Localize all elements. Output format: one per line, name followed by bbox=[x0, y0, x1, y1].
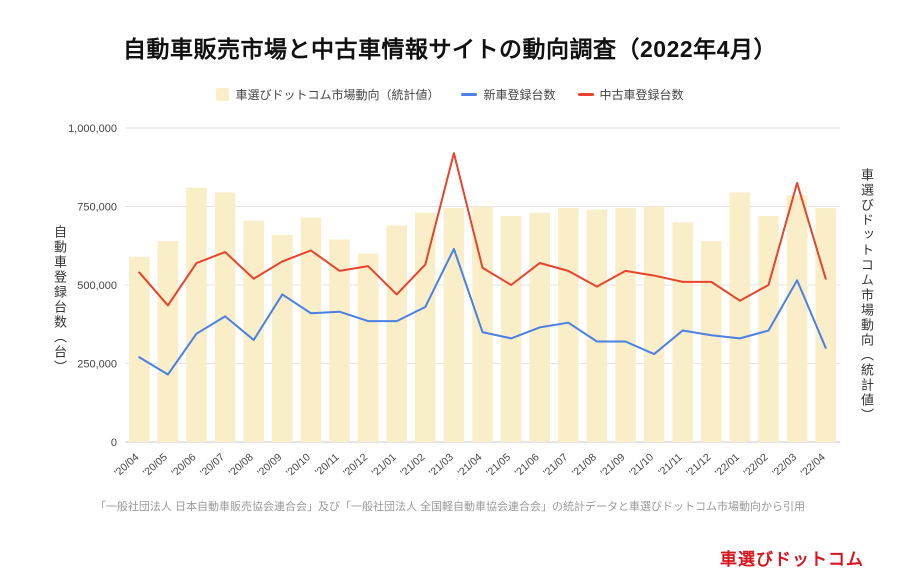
chart-area: 0 250,000 500,000 750,000 1,000,000'20/04'20… bbox=[65, 112, 865, 512]
bar bbox=[586, 209, 608, 442]
bar bbox=[558, 208, 579, 442]
bar bbox=[500, 215, 522, 442]
line-swatch-icon bbox=[577, 93, 594, 96]
x-tick-label: '20/12 bbox=[341, 451, 370, 479]
bar bbox=[386, 225, 407, 442]
x-tick-label: '20/08 bbox=[227, 451, 256, 479]
y-axis-title-left: 自動車登録台数（台） bbox=[52, 225, 67, 375]
x-tick-label: '21/11 bbox=[656, 451, 685, 478]
x-tick-label: '21/10 bbox=[627, 451, 656, 479]
y-tick-label: 250,000 bbox=[77, 359, 117, 371]
y-axis-title-right: 車選びドットコム市場動向（統計値） bbox=[859, 168, 874, 423]
legend-item-new-car: 新車登録台数 bbox=[461, 86, 556, 103]
x-tick-label: '22/01 bbox=[713, 451, 742, 479]
brand-logo: 車選びドットコム bbox=[720, 550, 864, 569]
bar bbox=[701, 241, 722, 442]
source-note: 「一般社団法人 日本自動車販売協会連合会」及び「一般社団法人 全国軽自動車協会連… bbox=[94, 501, 806, 513]
bar-series bbox=[129, 187, 836, 442]
bar bbox=[672, 222, 693, 442]
chart-legend: 車選びドットコム市場動向（統計値） 新車登録台数 中古車登録台数 bbox=[0, 86, 900, 103]
x-tick-label: '20/04 bbox=[112, 451, 141, 479]
bar bbox=[443, 208, 465, 442]
legend-item-market-trend: 車選びドットコム市場動向（統計値） bbox=[216, 86, 439, 103]
bar bbox=[729, 192, 751, 442]
legend-item-used-car: 中古車登録台数 bbox=[577, 86, 684, 103]
y-tick-label: 0 bbox=[111, 437, 117, 449]
bar bbox=[186, 187, 207, 442]
x-tick-label: '20/06 bbox=[169, 451, 198, 479]
bar bbox=[615, 208, 636, 442]
bar bbox=[243, 220, 264, 442]
x-tick-label: '20/09 bbox=[255, 451, 284, 479]
x-tick-label: '21/02 bbox=[398, 451, 427, 479]
bar bbox=[329, 239, 350, 442]
x-tick-label: '21/01 bbox=[370, 451, 399, 479]
x-tick-label: '22/03 bbox=[770, 451, 799, 479]
x-tick-label: '21/07 bbox=[541, 451, 570, 479]
bar bbox=[300, 217, 322, 442]
bar bbox=[643, 206, 665, 442]
y-tick-label: 500,000 bbox=[77, 280, 117, 292]
line-series bbox=[138, 247, 827, 376]
legend-label: 新車登録台数 bbox=[483, 88, 556, 102]
x-tick-label: '20/11 bbox=[313, 451, 342, 478]
x-tick-label: '21/09 bbox=[598, 451, 627, 479]
bar bbox=[786, 195, 808, 442]
x-tick-label: '22/04 bbox=[799, 451, 828, 479]
bar-swatch-icon bbox=[216, 88, 230, 101]
x-tick-label: '20/10 bbox=[284, 451, 313, 479]
combo-chart: 0250,000500,000750,0001,000,000'20/04'20… bbox=[68, 123, 840, 479]
legend-label: 中古車登録台数 bbox=[599, 88, 684, 102]
line-swatch-icon bbox=[461, 93, 478, 96]
y-tick-label: 750,000 bbox=[77, 202, 117, 214]
line-series bbox=[138, 152, 827, 307]
bar bbox=[157, 241, 179, 442]
x-tick-label: '20/05 bbox=[141, 451, 170, 479]
x-tick-label: '21/06 bbox=[513, 451, 542, 479]
y-tick-label: 1,000,000 bbox=[68, 123, 117, 135]
bar bbox=[357, 253, 379, 442]
x-tick-label: '21/08 bbox=[570, 451, 599, 479]
x-tick-label: '21/12 bbox=[684, 451, 713, 479]
bar bbox=[815, 208, 836, 442]
x-tick-label: '21/05 bbox=[484, 451, 513, 479]
bar bbox=[129, 256, 150, 442]
bar bbox=[272, 234, 293, 442]
x-tick-label: '21/04 bbox=[455, 451, 484, 479]
x-tick-label: '20/07 bbox=[198, 451, 227, 479]
x-tick-label: '21/03 bbox=[427, 451, 456, 479]
page-title: 自動車販売市場と中古車情報サイトの動向調査（2022年4月） bbox=[123, 36, 777, 62]
bar bbox=[472, 206, 493, 442]
x-tick-label: '22/02 bbox=[741, 451, 770, 479]
bar bbox=[415, 212, 436, 442]
legend-label: 車選びドットコム市場動向（統計値） bbox=[235, 88, 440, 102]
